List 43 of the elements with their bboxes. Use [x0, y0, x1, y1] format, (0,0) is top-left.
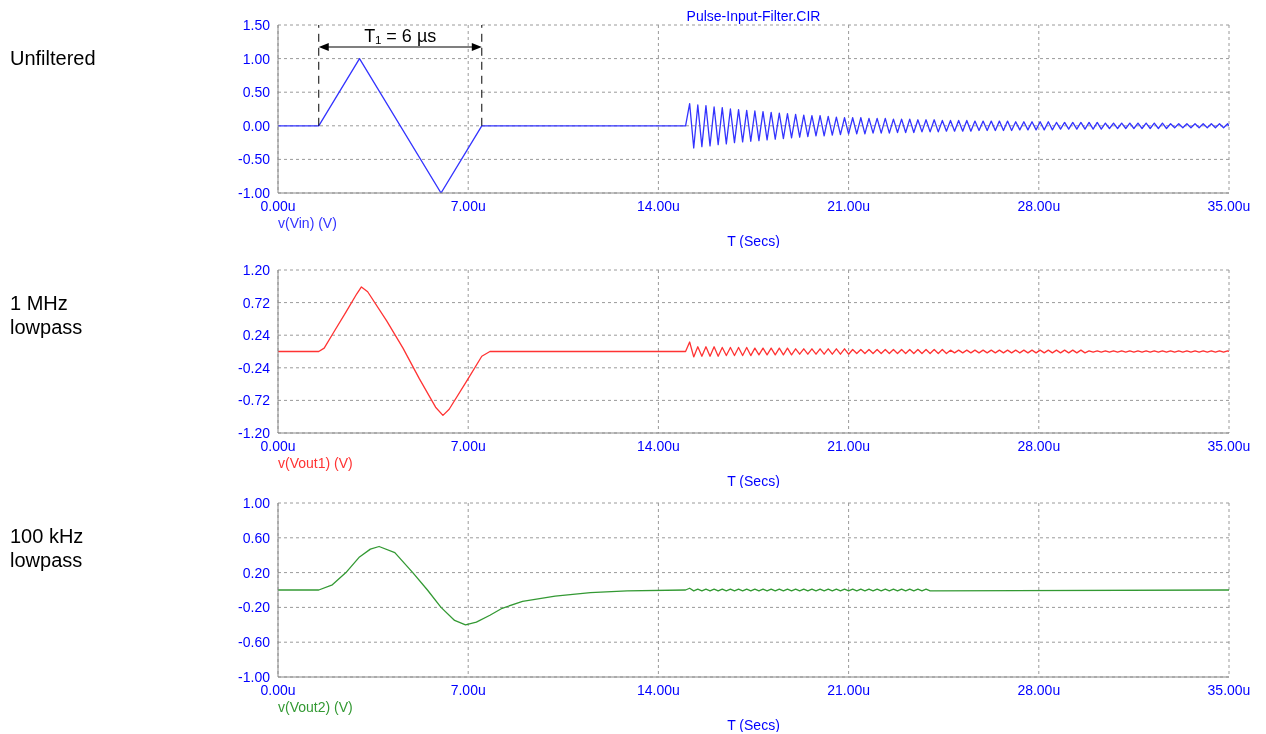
- x-tick-label: 14.00u: [636, 681, 680, 698]
- text: v(Vin) (V): [278, 215, 337, 231]
- y-tick-label: -0.20: [238, 599, 271, 616]
- text: v(Vout1) (V): [278, 455, 353, 471]
- x-tick-label: 28.00u: [1017, 197, 1061, 214]
- x-tick-label: 21.00u: [827, 437, 871, 454]
- y-tick-label: -0.72: [238, 392, 271, 409]
- y-axis-title: 100 kHz lowpass: [10, 525, 84, 571]
- y-tick-label: -0.60: [238, 634, 271, 651]
- y-axis-title: Unfiltered: [10, 47, 96, 69]
- y-axis-title: 1 MHz lowpass: [10, 292, 83, 338]
- y-tick-label: 0.60: [242, 529, 271, 546]
- line-series: [278, 286, 1229, 416]
- x-axis-title: T (Secs): [727, 473, 780, 489]
- y-tick-label: 1.00: [242, 50, 271, 67]
- y-tick-label: 0.24: [242, 327, 271, 344]
- x-tick-label: 21.00u: [827, 681, 871, 698]
- chart-title: Pulse-Input-Filter.CIR: [685, 8, 822, 24]
- y-tick-label: -0.50: [238, 151, 271, 168]
- x-tick-label: 7.00u: [450, 197, 486, 214]
- x-tick-label: 7.00u: [450, 437, 486, 454]
- x-tick-label: 35.00u: [1207, 681, 1251, 698]
- y-tick-label: 0.50: [242, 84, 271, 101]
- x-axis-title: T (Secs): [727, 717, 780, 733]
- annotation: T₁ = 6 µs: [364, 26, 437, 46]
- x-tick-label: 35.00u: [1207, 437, 1251, 454]
- x-tick-label: 21.00u: [827, 197, 871, 214]
- x-tick-label: 14.00u: [636, 437, 680, 454]
- x-axis-title: T (Secs): [727, 233, 780, 249]
- x-tick-label: 28.00u: [1017, 437, 1061, 454]
- x-tick-label: 14.00u: [636, 197, 680, 214]
- y-tick-label: 0.20: [242, 564, 271, 581]
- y-tick-label: -0.24: [238, 359, 271, 376]
- y-tick-label: 0.72: [242, 294, 271, 311]
- x-tick-label: 35.00u: [1207, 197, 1251, 214]
- text: v(Vout2) (V): [278, 699, 353, 715]
- y-tick-label: 0.00: [242, 117, 271, 134]
- y-tick-label: 1.20: [242, 261, 271, 278]
- y-tick-label: 1.00: [242, 494, 271, 511]
- x-tick-label: 28.00u: [1017, 681, 1061, 698]
- y-tick-label: 1.50: [242, 16, 271, 33]
- x-tick-label: 7.00u: [450, 681, 486, 698]
- line-series: [278, 545, 1229, 626]
